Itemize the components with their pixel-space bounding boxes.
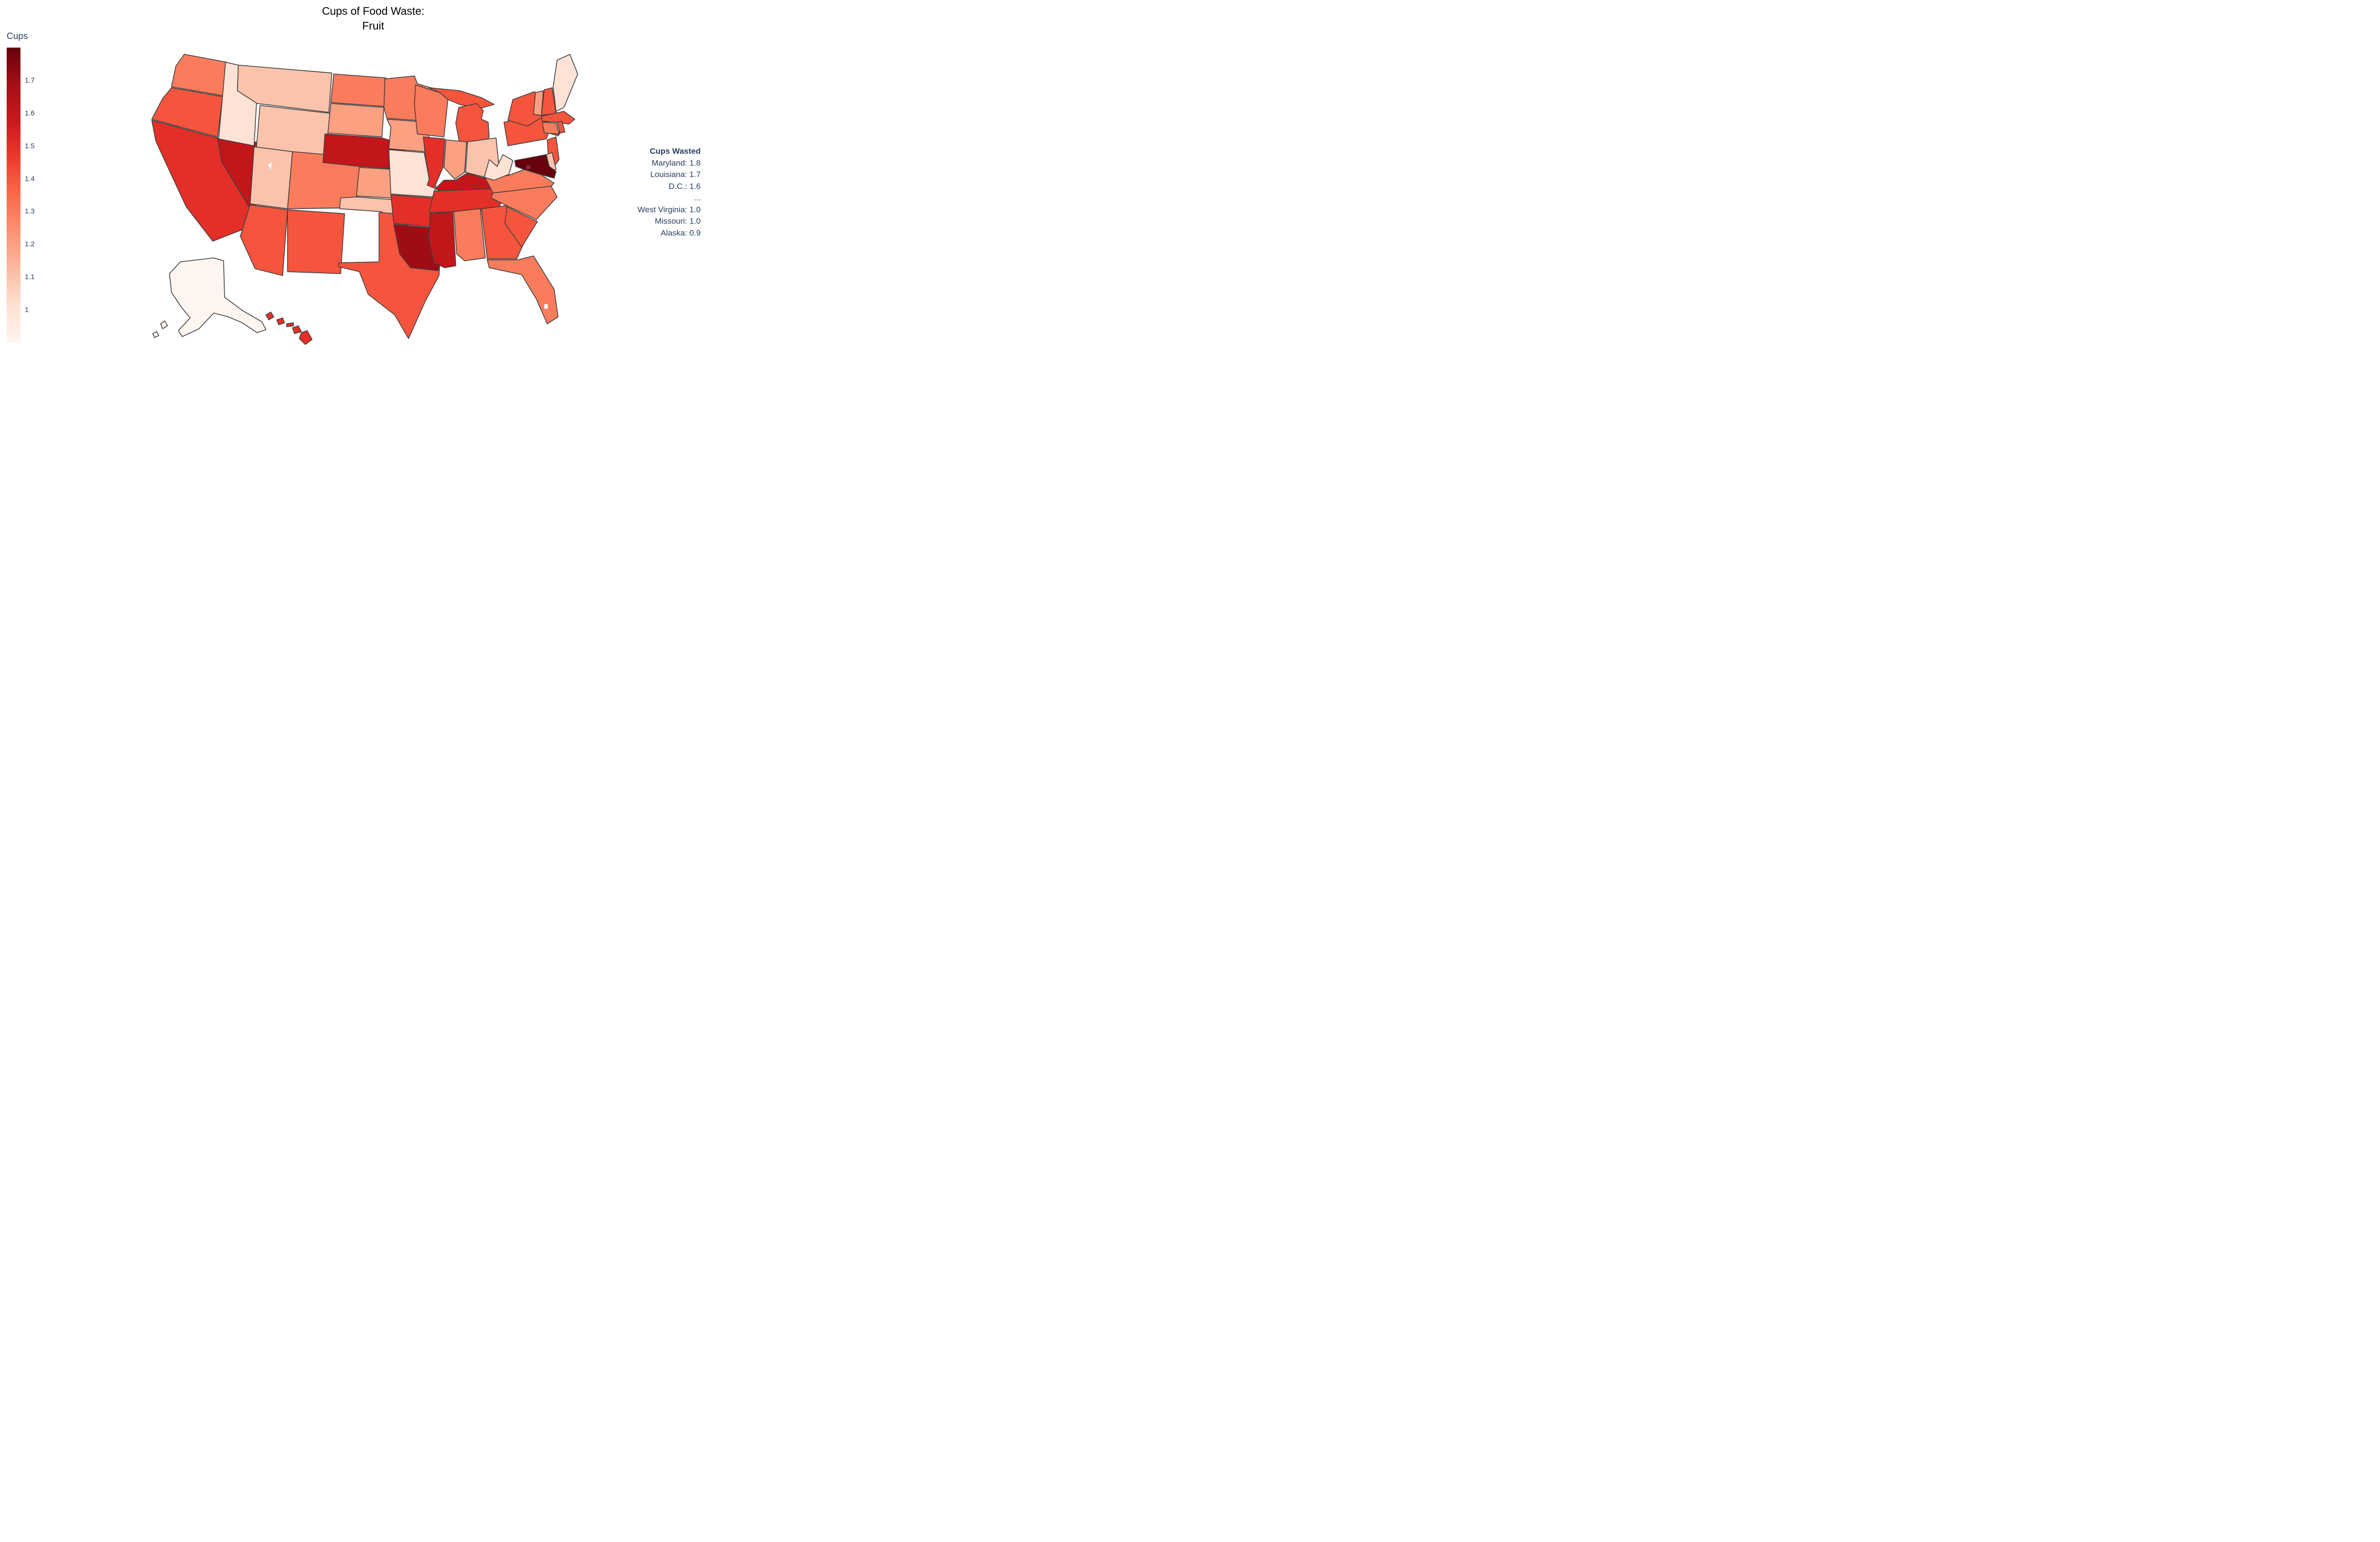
state-mississippi[interactable] bbox=[428, 211, 456, 268]
annotation-line-2: D.C.: 1.6 bbox=[668, 181, 701, 191]
state-hawaii-molokai[interactable] bbox=[286, 322, 294, 327]
chart-title-line1: Cups of Food Waste: bbox=[322, 5, 425, 17]
state-alaska-island-1[interactable] bbox=[160, 320, 168, 329]
annotation-line-6: Alaska: 0.9 bbox=[660, 228, 701, 237]
state-michigan[interactable] bbox=[455, 103, 490, 147]
colorbar-tick-1.7: 1.7 bbox=[25, 76, 35, 85]
colorbar-title: Cups bbox=[7, 31, 28, 41]
state-hawaii-oahu[interactable] bbox=[276, 317, 285, 326]
colorbar-tick-1.5: 1.5 bbox=[25, 142, 35, 150]
state-hawaii-maui[interactable] bbox=[292, 325, 302, 334]
annotation-lines: Maryland: 1.8 Louisiana: 1.7 D.C.: 1.6... W… bbox=[637, 158, 701, 239]
great-salt-lake bbox=[268, 162, 272, 171]
state-arkansas[interactable] bbox=[390, 194, 434, 227]
annotation-line-4: West Virginia: 1.0 bbox=[637, 205, 701, 214]
choropleth-figure: Cups of Food Waste: Fruit Cups 1.7 1.6 1.5… bbox=[0, 0, 746, 373]
state-alabama[interactable] bbox=[453, 208, 486, 261]
state-hawaii-big-island[interactable] bbox=[299, 330, 313, 345]
state-south-dakota[interactable] bbox=[327, 103, 385, 138]
usa-map[interactable] bbox=[139, 37, 655, 349]
state-montana[interactable] bbox=[237, 65, 332, 113]
state-north-dakota[interactable] bbox=[330, 73, 387, 107]
colorbar-tick-1.2: 1.2 bbox=[25, 240, 35, 248]
state-wisconsin[interactable] bbox=[414, 84, 448, 138]
chart-title: Cups of Food Waste: Fruit bbox=[0, 4, 746, 33]
colorbar-tick-1.6: 1.6 bbox=[25, 109, 35, 118]
state-rhode-island[interactable] bbox=[556, 120, 565, 134]
state-oregon[interactable] bbox=[151, 87, 223, 138]
colorbar-tick-1: 1 bbox=[25, 306, 29, 314]
state-utah[interactable] bbox=[249, 146, 293, 209]
state-florida[interactable] bbox=[486, 255, 559, 325]
colorbar-tick-1.3: 1.3 bbox=[25, 207, 35, 216]
annotation-cups-wasted: Cups Wasted Maryland: 1.8 Louisiana: 1.7 D… bbox=[637, 146, 701, 239]
state-south-carolina[interactable] bbox=[504, 206, 538, 247]
state-maine[interactable] bbox=[553, 54, 578, 112]
annotation-line-5: Missouri: 1.0 bbox=[654, 217, 701, 226]
state-new-mexico[interactable] bbox=[287, 209, 345, 274]
annotation-title: Cups Wasted bbox=[649, 147, 701, 156]
state-massachusetts[interactable] bbox=[541, 111, 575, 125]
state-georgia[interactable] bbox=[481, 205, 526, 259]
state-hawaii-kauai[interactable] bbox=[265, 311, 274, 320]
state-connecticut[interactable] bbox=[542, 121, 560, 135]
state-new-jersey[interactable] bbox=[546, 136, 560, 167]
colorbar-gradient bbox=[7, 48, 20, 343]
state-alaska[interactable] bbox=[169, 257, 267, 337]
state-west-virginia[interactable] bbox=[484, 154, 514, 181]
annotation-line-1: Louisiana: 1.7 bbox=[650, 170, 701, 179]
state-arizona[interactable] bbox=[240, 204, 288, 276]
state-alaska-island-2[interactable] bbox=[152, 331, 159, 338]
colorbar-tick-1.1: 1.1 bbox=[25, 273, 35, 281]
state-district-of-columbia[interactable] bbox=[526, 165, 531, 169]
colorbar-tick-1.4: 1.4 bbox=[25, 175, 35, 183]
annotation-line-3: ... bbox=[694, 193, 701, 202]
annotation-line-0: Maryland: 1.8 bbox=[652, 158, 701, 168]
state-illinois[interactable] bbox=[423, 136, 446, 188]
state-indiana[interactable] bbox=[443, 139, 467, 180]
state-maryland[interactable] bbox=[514, 154, 557, 179]
chart-title-line2: Fruit bbox=[362, 20, 384, 32]
lake-okeechobee bbox=[544, 304, 548, 309]
